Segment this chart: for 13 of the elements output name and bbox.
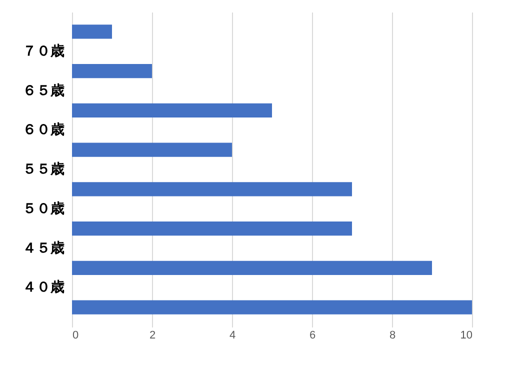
y-tick-label: ５０歳 xyxy=(22,200,64,217)
x-tick-label: 8 xyxy=(389,330,396,342)
y-tick-label: ４０歳 xyxy=(22,280,64,296)
y-tick-label: ６５歳 xyxy=(22,82,64,99)
x-tick-label: 6 xyxy=(309,330,316,342)
y-tick-label: ６０歳 xyxy=(22,122,64,138)
x-tick-label: 4 xyxy=(229,330,236,342)
x-tick-label: 2 xyxy=(149,330,156,342)
y-tick-label: ５５歳 xyxy=(22,162,64,178)
y-tick-label: ７０歳 xyxy=(22,43,64,60)
x-tick-label: 0 xyxy=(72,330,79,342)
x-tick-label: 10 xyxy=(460,330,472,342)
y-tick-label: ４５歳 xyxy=(22,240,64,256)
